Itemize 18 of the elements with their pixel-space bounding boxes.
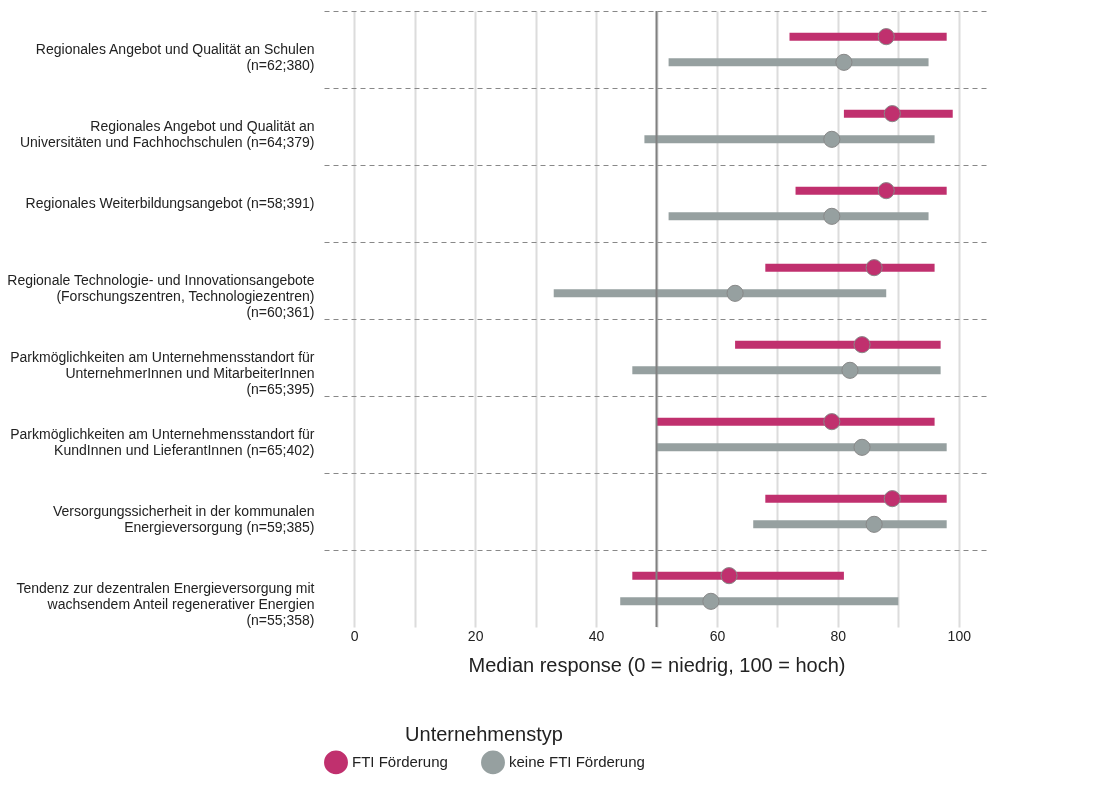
y-tick-label: Versorgungssicherheit in der kommunalen Energieversorgung (n=59;385) xyxy=(53,502,315,535)
legend-label: FTI Förderung xyxy=(352,753,448,771)
y-tick-label: Parkmöglichkeiten am Unternehmensstandort für UnternehmerInnen und MitarbeiterInnen (n=65;395) xyxy=(10,348,315,397)
y-tick-label: Regionales Weiterbildungsangebot (n=58;391) xyxy=(25,194,315,211)
x-tick-label: 40 xyxy=(588,627,605,644)
legend-label: keine FTI Förderung xyxy=(509,753,645,771)
x-tick-label: 20 xyxy=(467,627,484,644)
legend-title: Unternehmenstyp xyxy=(405,723,563,745)
y-tick-label: Regionales Angebot und Qualität an Universitäten und Fachhochschulen (n=64;379) xyxy=(19,117,315,150)
y-tick-label: Tendenz zur dezentralen Energieversorgung mit wachsendem Anteil regenerativer Energien (n=55;358) xyxy=(16,579,315,628)
y-tick-label: Regionale Technologie- und Innovationsangebote (Forschungszentren, Technologiezentren) (n=60;361) xyxy=(7,271,315,320)
x-tick-label: 60 xyxy=(709,627,726,644)
x-tick-label: 0 xyxy=(350,627,359,644)
x-axis-title: Median response (0 = niedrig, 100 = hoch) xyxy=(468,653,846,676)
x-tick-label: 80 xyxy=(830,627,847,644)
x-tick-label: 100 xyxy=(947,627,972,644)
y-tick-label: Regionales Angebot und Qualität an Schulen (n=62;380) xyxy=(35,40,315,73)
y-tick-label: Parkmöglichkeiten am Unternehmensstandort für KundInnen und LieferantInnen (n=65;402) xyxy=(10,425,315,458)
